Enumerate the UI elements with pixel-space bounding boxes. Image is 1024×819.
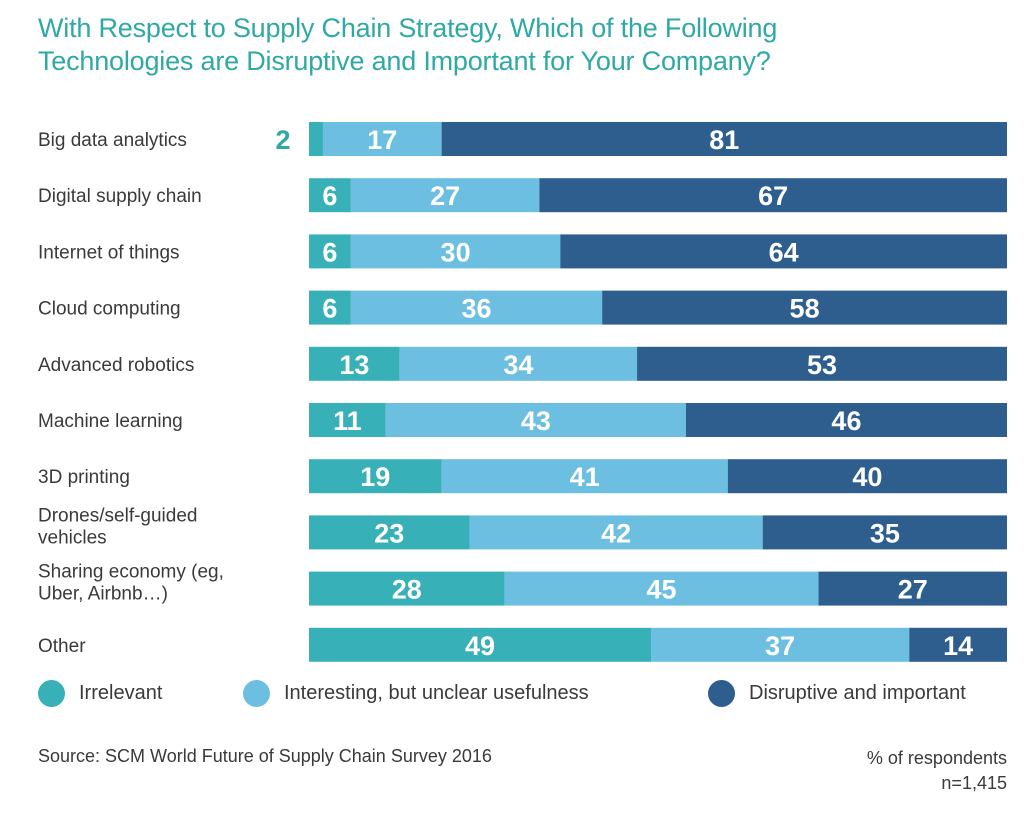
legend-item-interesting: Interesting, but unclear usefulness xyxy=(243,680,589,707)
value-label: 43 xyxy=(521,406,551,436)
bar-row: Drones/self-guided vehicles 23 42 35 xyxy=(38,505,1007,550)
category-label: 3D printing xyxy=(38,467,130,488)
bar-segment-disruptive xyxy=(727,459,1007,494)
value-label: 64 xyxy=(769,237,799,267)
bar-segment-disruptive xyxy=(602,290,1007,325)
category-label: Drones/self-guided vehicles xyxy=(38,505,197,548)
legend-label-irrelevant: Irrelevant xyxy=(79,682,163,704)
value-label: 41 xyxy=(570,462,600,492)
bar-row: 3D printing 19 41 40 xyxy=(38,459,1007,494)
legend: Irrelevant Interesting, but unclear usef… xyxy=(38,680,1008,712)
value-label: 6 xyxy=(322,237,337,267)
bar-segment-disruptive xyxy=(441,122,1007,156)
bar-row: Big data analytics 2 17 81 xyxy=(38,122,1007,156)
legend-item-irrelevant: Irrelevant xyxy=(38,680,162,707)
category-label: Advanced robotics xyxy=(38,355,194,376)
value-label: 67 xyxy=(758,181,788,211)
bar-segment-disruptive xyxy=(909,627,1007,662)
bar-segment-interesting xyxy=(350,178,540,213)
bar-segment-disruptive xyxy=(539,178,1007,213)
chart-title-line-2: Technologies are Disruptive and Importan… xyxy=(38,46,771,76)
legend-swatch-disruptive-icon xyxy=(708,680,735,707)
bar-segment-irrelevant xyxy=(309,234,351,269)
bar-row: Advanced robotics 13 34 53 xyxy=(38,346,1007,381)
bar-row: Internet of things 6 30 64 xyxy=(38,234,1007,269)
bar-segment-irrelevant xyxy=(309,403,386,437)
bar-segment-irrelevant xyxy=(309,515,470,550)
bar-segment-irrelevant xyxy=(309,627,652,662)
value-label: 45 xyxy=(646,575,676,605)
legend-item-disruptive: Disruptive and important xyxy=(708,680,966,707)
category-label: Sharing economy (eg, Uber, Airbnb…) xyxy=(38,562,224,605)
value-label: 6 xyxy=(322,294,337,324)
bar-segment-interesting xyxy=(350,290,603,325)
value-label: 23 xyxy=(374,518,404,548)
bar-segment-interesting xyxy=(469,515,763,550)
legend-label-disruptive: Disruptive and important xyxy=(749,682,966,704)
chart-title-line-1: With Respect to Supply Chain Strategy, W… xyxy=(38,13,778,43)
value-label: 40 xyxy=(852,462,882,492)
bar-segment-irrelevant xyxy=(309,178,351,213)
legend-swatch-irrelevant-icon xyxy=(38,680,65,707)
bar-segment-irrelevant xyxy=(309,290,351,325)
value-label: 81 xyxy=(709,125,739,155)
value-label: 27 xyxy=(898,575,928,605)
value-label: 30 xyxy=(441,237,471,267)
value-label: 14 xyxy=(943,631,973,661)
category-label: Cloud computing xyxy=(38,299,181,320)
bar-segment-interesting xyxy=(399,346,638,381)
sample-size: n=1,415 xyxy=(941,773,1007,793)
category-label: Internet of things xyxy=(38,242,180,263)
value-label: 58 xyxy=(790,294,820,324)
value-label: 11 xyxy=(333,406,362,436)
bar-segment-disruptive xyxy=(762,515,1007,550)
unit-label: % of respondents xyxy=(866,748,1007,768)
bar-segment-interesting xyxy=(322,122,442,156)
value-label: 27 xyxy=(430,181,460,211)
bar-segment-irrelevant xyxy=(309,346,400,381)
units-note: % of respondents n=1,415 xyxy=(867,746,1007,796)
bar-segment-irrelevant xyxy=(309,459,442,494)
legend-swatch-interesting-icon xyxy=(243,680,270,707)
bar-segment-interesting xyxy=(385,403,686,437)
value-label: 36 xyxy=(461,294,491,324)
bar-segment-disruptive xyxy=(818,571,1007,606)
legend-label-interesting: Interesting, but unclear usefulness xyxy=(284,682,589,704)
bar-segment-irrelevant xyxy=(309,571,505,606)
bar-row: Other 49 37 14 xyxy=(38,627,1007,662)
value-label: 13 xyxy=(339,350,369,380)
category-label: Machine learning xyxy=(38,411,183,432)
bar-row: Sharing economy (eg, Uber, Airbnb…) 28 45 27 xyxy=(38,562,1007,606)
source-note: Source: SCM World Future of Supply Chain… xyxy=(38,746,492,766)
bar-segment-irrelevant xyxy=(309,122,323,156)
value-label: 46 xyxy=(831,406,861,436)
bar-row: Digital supply chain 6 27 67 xyxy=(38,178,1007,213)
value-label: 42 xyxy=(601,518,631,548)
bar-segment-interesting xyxy=(651,627,910,662)
value-label: 19 xyxy=(360,462,390,492)
bar-segment-interesting xyxy=(441,459,728,494)
bar-segment-disruptive xyxy=(560,234,1007,269)
category-label: Big data analytics xyxy=(38,130,187,151)
value-label: 17 xyxy=(367,125,397,155)
stacked-bar-chart: Big data analytics 2 17 81 Digital supply ch… xyxy=(38,122,1007,662)
value-label: 2 xyxy=(275,125,290,155)
value-label: 53 xyxy=(807,350,837,380)
bar-row: Machine learning 11 43 46 xyxy=(38,403,1007,437)
bar-segment-interesting xyxy=(504,571,819,606)
bar-segment-interesting xyxy=(350,234,561,269)
value-label: 49 xyxy=(465,631,495,661)
value-label: 34 xyxy=(503,350,533,380)
chart-title: With Respect to Supply Chain Strategy, W… xyxy=(38,12,777,78)
category-label: Other xyxy=(38,636,86,657)
bar-row: Cloud computing 6 36 58 xyxy=(38,290,1007,325)
bar-segment-disruptive xyxy=(637,346,1007,381)
value-label: 35 xyxy=(870,518,900,548)
value-label: 37 xyxy=(765,631,795,661)
bar-segment-disruptive xyxy=(685,403,1007,437)
value-label: 28 xyxy=(392,575,422,605)
value-label: 6 xyxy=(322,181,337,211)
category-label: Digital supply chain xyxy=(38,186,202,207)
